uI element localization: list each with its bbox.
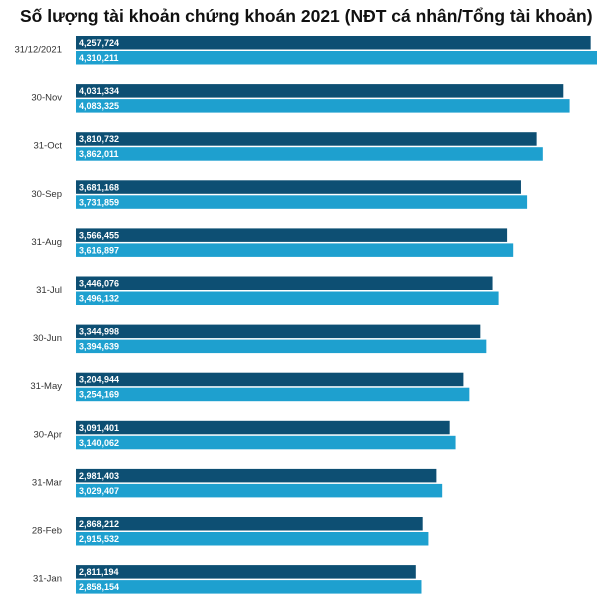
- category-label: 30-Sep: [31, 189, 62, 200]
- bar-value-label: 4,310,211: [79, 53, 119, 63]
- bar-value-label: 3,681,168: [79, 182, 119, 192]
- bar-series-2: [76, 387, 470, 402]
- bar-series-1: [76, 517, 423, 531]
- category-label: 31-Oct: [33, 141, 62, 152]
- chart-title: Số lượng tài khoản chứng khoán 2021 (NĐT…: [20, 6, 593, 26]
- bar-series-2: [76, 291, 499, 305]
- bar-value-label: 2,981,403: [79, 471, 119, 481]
- category-label: 30-Apr: [33, 429, 62, 440]
- bar-series-2: [76, 435, 456, 450]
- bar-series-2: [76, 195, 528, 209]
- category-label: 30-Nov: [31, 93, 62, 104]
- bar-value-label: 2,811,194: [79, 567, 119, 577]
- bar-series-1: [76, 228, 508, 242]
- bar-value-label: 3,862,011: [79, 149, 119, 159]
- bar-series-1: [76, 324, 481, 339]
- bar-series-1: [76, 420, 450, 435]
- bar-value-label: 3,254,169: [79, 390, 119, 400]
- bar-series-1: [76, 180, 521, 194]
- bar-series-1: [76, 276, 493, 290]
- bar-series-2: [76, 580, 422, 594]
- bar-series-2: [76, 243, 514, 257]
- bar-value-label: 3,394,639: [79, 342, 119, 352]
- bar-value-label: 3,344,998: [79, 327, 119, 337]
- bar-value-label: 3,204,944: [79, 375, 119, 385]
- bar-value-label: 2,915,532: [79, 534, 119, 544]
- bar-series-1: [76, 36, 591, 50]
- bar-value-label: 3,616,897: [79, 245, 119, 255]
- bar-value-label: 3,731,859: [79, 197, 119, 207]
- bar-series-2: [76, 51, 597, 65]
- category-label: 28-Feb: [32, 526, 62, 537]
- bar-series-2: [76, 483, 443, 498]
- bar-series-2: [76, 99, 570, 113]
- bar-value-label: 3,810,732: [79, 134, 119, 144]
- bar-value-label: 3,496,132: [79, 293, 119, 303]
- bar-series-2: [76, 532, 429, 546]
- bar-value-label: 3,566,455: [79, 230, 119, 240]
- bar-value-label: 2,858,154: [79, 582, 119, 592]
- category-label: 31/12/2021: [14, 45, 62, 56]
- bar-value-label: 2,868,212: [79, 519, 119, 529]
- bar-series-1: [76, 132, 537, 146]
- category-label: 31-Aug: [31, 237, 62, 248]
- bar-series-1: [76, 468, 437, 483]
- category-label: 31-May: [30, 381, 62, 392]
- bar-series-1: [76, 565, 416, 579]
- category-label: 31-Jan: [33, 574, 62, 585]
- bar-value-label: 4,031,334: [79, 86, 119, 96]
- category-label: 30-Jun: [33, 333, 62, 344]
- bar-value-label: 3,029,407: [79, 486, 119, 496]
- bar-series-2: [76, 147, 543, 161]
- bar-value-label: 4,083,325: [79, 101, 119, 111]
- bar-value-label: 4,257,724: [79, 38, 119, 48]
- bar-value-label: 3,446,076: [79, 278, 119, 288]
- category-label: 31-Jul: [36, 285, 62, 296]
- bar-value-label: 3,091,401: [79, 423, 119, 433]
- bar-series-1: [76, 84, 564, 98]
- bar-series-2: [76, 339, 487, 354]
- bar-value-label: 3,140,062: [79, 438, 119, 448]
- category-label: 31-Mar: [32, 477, 62, 488]
- bar-series-1: [76, 372, 464, 387]
